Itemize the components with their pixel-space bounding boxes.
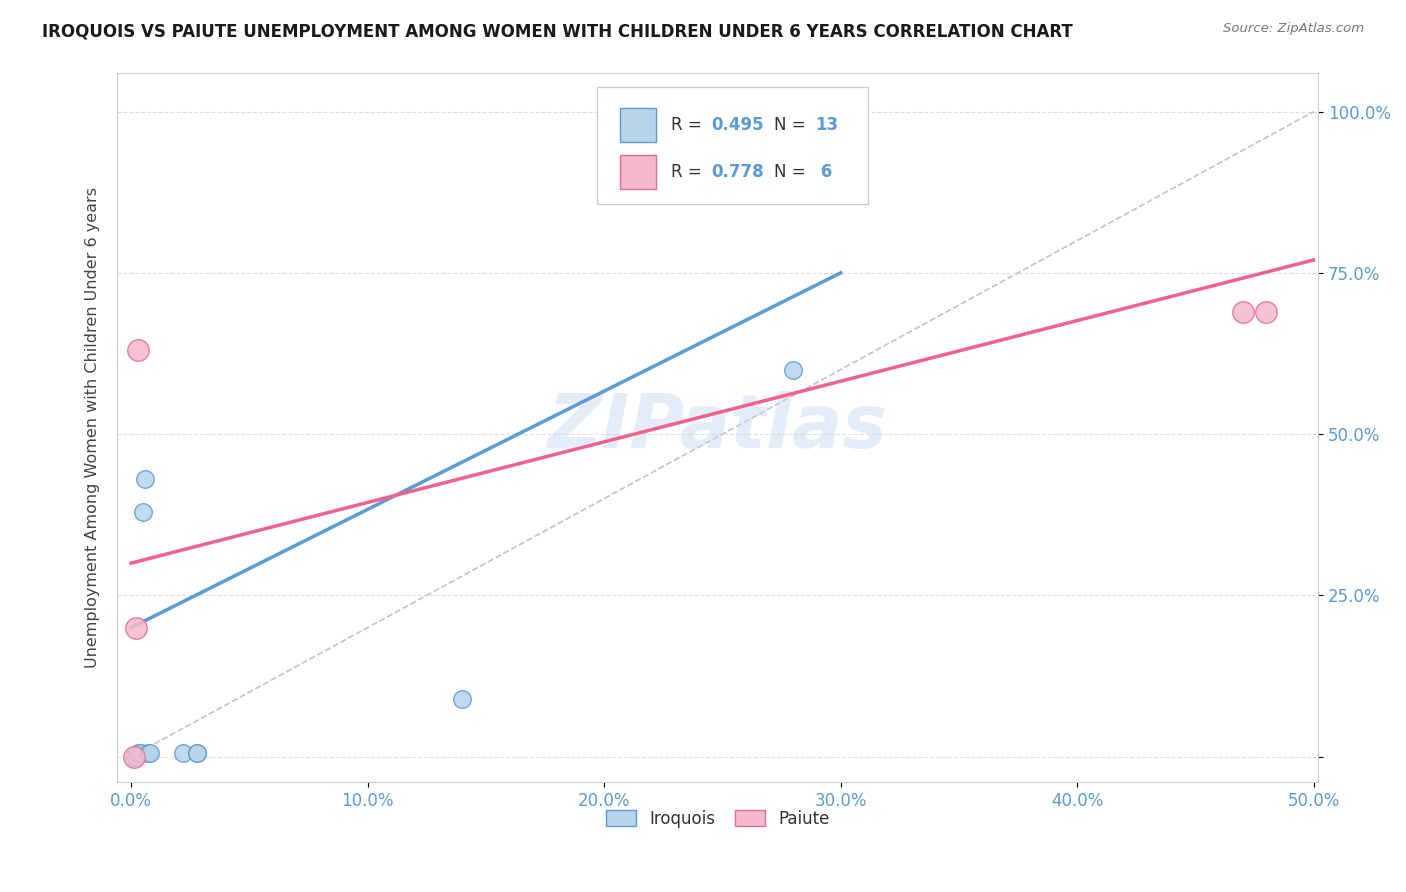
Point [186, 747, 208, 761]
Point [127, 343, 149, 358]
Text: 0.495: 0.495 [711, 116, 765, 134]
Point [782, 362, 804, 376]
Bar [620, 108, 657, 142]
Point [186, 747, 208, 761]
Text: R =: R = [671, 163, 707, 181]
Text: 0.778: 0.778 [711, 163, 765, 181]
Point [127, 747, 149, 761]
Text: IROQUOIS VS PAIUTE UNEMPLOYMENT AMONG WOMEN WITH CHILDREN UNDER 6 YEARS CORRELAT: IROQUOIS VS PAIUTE UNEMPLOYMENT AMONG WO… [42, 22, 1073, 40]
Bar [620, 155, 657, 189]
Point [1232, 304, 1254, 318]
Text: R =: R = [671, 116, 707, 134]
Point [132, 504, 155, 518]
Text: 13: 13 [815, 116, 838, 134]
Point [122, 749, 145, 764]
Point [451, 691, 474, 706]
Point [139, 747, 162, 761]
Text: 6: 6 [815, 163, 832, 181]
Point [125, 749, 148, 764]
Point [125, 621, 148, 635]
Text: Source: ZipAtlas.com: Source: ZipAtlas.com [1223, 22, 1364, 36]
Point [1256, 304, 1278, 318]
Point [134, 472, 156, 486]
Text: ZIPatlas: ZIPatlas [547, 392, 887, 464]
Text: N =: N = [775, 116, 811, 134]
Y-axis label: Unemployment Among Women with Children Under 6 years: Unemployment Among Women with Children U… [86, 187, 100, 668]
Point [136, 747, 159, 761]
Point [172, 747, 194, 761]
Point [129, 747, 152, 761]
Text: N =: N = [775, 163, 811, 181]
FancyBboxPatch shape [598, 87, 868, 204]
Legend: Iroquois, Paiute: Iroquois, Paiute [599, 803, 837, 834]
Point [122, 749, 145, 764]
